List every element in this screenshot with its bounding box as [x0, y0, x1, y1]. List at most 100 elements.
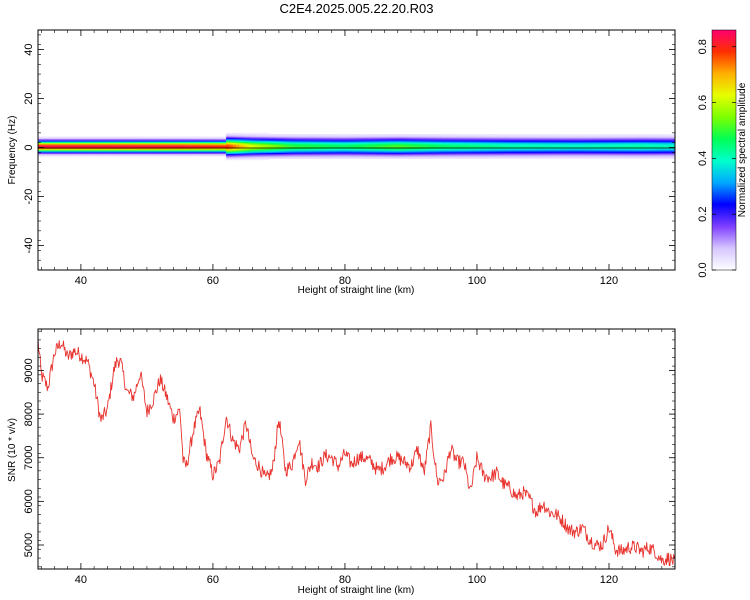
heatmap-cell	[90, 154, 95, 157]
heatmap-cell	[229, 142, 234, 145]
heatmap-cell	[559, 145, 564, 147]
heatmap-cell	[503, 145, 508, 147]
heatmap-cell	[236, 150, 240, 152]
heatmap-cell	[450, 146, 455, 148]
heatmap-cell	[457, 138, 462, 141]
heatmap-cell	[457, 142, 462, 145]
heatmap-cell	[107, 140, 112, 142]
heatmap-cell	[117, 137, 122, 140]
heatmap-cell	[503, 140, 508, 142]
heatmap-cell	[292, 145, 297, 147]
heatmap-cell	[434, 154, 438, 157]
heatmap-cell	[595, 150, 600, 152]
heatmap-cell	[104, 148, 108, 151]
heatmap-cell	[193, 136, 198, 139]
heatmap-cell	[427, 154, 432, 157]
heatmap-cell	[384, 147, 389, 150]
heatmap-cell	[364, 143, 369, 146]
heatmap-cell	[572, 153, 577, 156]
heatmap-cell	[146, 148, 151, 151]
heatmap-cell	[186, 150, 191, 152]
heatmap-cell	[500, 142, 504, 145]
heatmap-cell	[245, 158, 250, 161]
heatmap-cell	[374, 148, 379, 151]
heatmap-cell	[434, 151, 438, 153]
heatmap-cell	[166, 142, 171, 145]
heatmap-cell	[632, 141, 636, 144]
heatmap-cell	[513, 137, 518, 140]
heatmap-cell	[450, 138, 455, 141]
heatmap-cell	[113, 142, 118, 145]
heatmap-cell	[625, 136, 630, 139]
heatmap-cell	[335, 141, 339, 144]
heatmap-cell	[427, 138, 432, 141]
heatmap-cell	[183, 143, 188, 146]
heatmap-cell	[242, 141, 247, 144]
heatmap-cell	[249, 132, 254, 135]
heatmap-cell	[549, 141, 554, 144]
heatmap-cell	[483, 145, 488, 147]
heatmap-cell	[196, 143, 201, 146]
heatmap-cell	[269, 135, 273, 137]
heatmap-cell	[318, 148, 323, 151]
heatmap-cell	[137, 150, 141, 152]
heatmap-cell	[298, 153, 303, 156]
heatmap-cell	[74, 137, 79, 140]
heatmap-cell	[437, 145, 442, 147]
heatmap-cell	[153, 141, 158, 144]
heatmap-cell	[572, 145, 577, 147]
heatmap-cell	[123, 143, 128, 146]
heatmap-cell	[368, 134, 372, 136]
heatmap-cell	[506, 152, 511, 155]
heatmap-cell	[143, 136, 148, 139]
heatmap-cell	[196, 148, 201, 151]
heatmap-cell	[374, 152, 379, 155]
heatmap-cell	[143, 143, 148, 146]
heatmap-cell	[361, 156, 366, 158]
heatmap-cell	[549, 148, 554, 151]
heatmap-cell	[496, 151, 501, 153]
heatmap-cell	[252, 147, 257, 150]
heatmap-cell	[179, 137, 184, 140]
heatmap-cell	[325, 140, 330, 142]
heatmap-cell	[645, 157, 650, 159]
heatmap-cell	[338, 146, 343, 148]
heatmap-cell	[443, 137, 448, 140]
heatmap-cell	[635, 151, 640, 153]
heatmap-cell	[470, 137, 475, 140]
heatmap-cell	[526, 157, 531, 159]
heatmap-cell	[272, 137, 277, 140]
heatmap-cell	[404, 134, 409, 136]
heatmap-cell	[186, 154, 191, 157]
heatmap-cell	[592, 134, 597, 136]
heatmap-cell	[308, 134, 313, 136]
heatmap-cell	[232, 143, 237, 146]
heatmap-cell	[163, 147, 168, 150]
heatmap-cell	[625, 141, 630, 144]
heatmap-cell	[74, 154, 79, 157]
heatmap-cell	[203, 137, 207, 140]
heatmap-cell	[618, 153, 623, 156]
heatmap-cell	[57, 148, 62, 151]
heatmap-cell	[549, 145, 554, 147]
heatmap-cell	[658, 151, 663, 153]
heatmap-cell	[226, 141, 231, 144]
heatmap-cell	[443, 136, 448, 139]
heatmap-cell	[615, 140, 620, 142]
heatmap-cell	[391, 146, 396, 148]
heatmap-cell	[476, 154, 481, 157]
heatmap-cell	[117, 136, 122, 139]
heatmap-cell	[628, 156, 633, 158]
heatmap-cell	[427, 156, 432, 158]
heatmap-cell	[595, 148, 600, 151]
heatmap-cell	[361, 135, 366, 137]
heatmap-cell	[612, 138, 617, 141]
heatmap-cell	[80, 137, 85, 140]
heatmap-cell	[612, 152, 617, 155]
heatmap-cell	[232, 147, 237, 150]
heatmap-cell	[599, 138, 603, 141]
heatmap-cell	[71, 153, 75, 156]
heatmap-cell	[509, 154, 514, 157]
heatmap-cell	[41, 140, 46, 142]
heatmap-cell	[661, 153, 666, 156]
